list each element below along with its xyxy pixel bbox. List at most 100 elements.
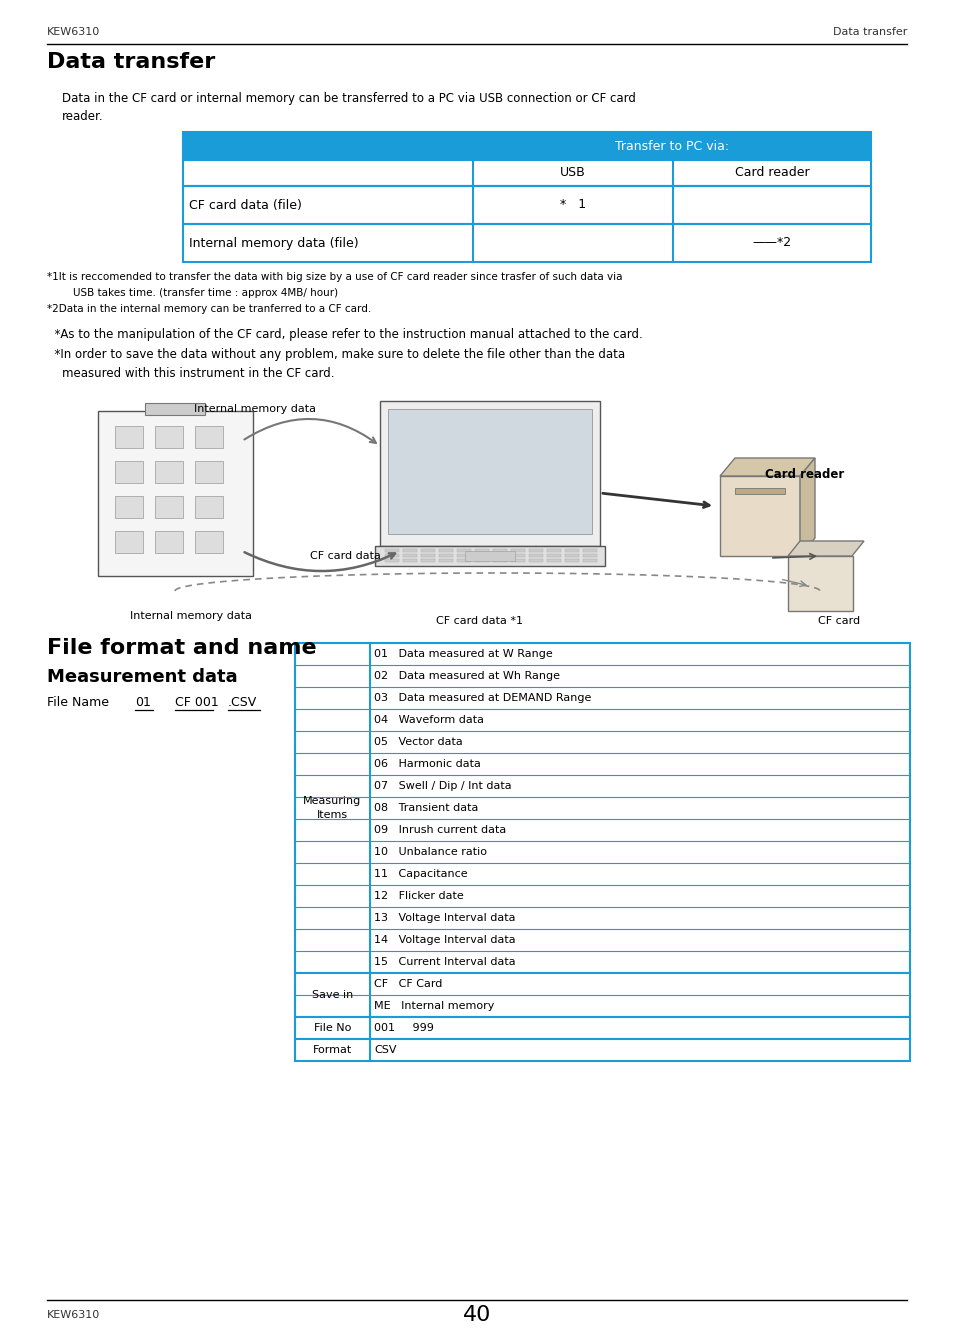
Text: Format: Format	[313, 1044, 352, 1055]
Text: File Name: File Name	[47, 696, 109, 710]
Bar	[388, 408, 592, 534]
Text: ME   Internal memory: ME Internal memory	[374, 1002, 494, 1011]
Bar	[464, 552, 515, 561]
Bar	[154, 461, 183, 483]
Bar	[720, 475, 800, 556]
Bar	[194, 532, 223, 553]
Bar	[194, 461, 223, 483]
Bar	[194, 495, 223, 518]
Text: CF card data (file): CF card data (file)	[189, 198, 301, 212]
Bar	[564, 554, 578, 557]
Bar	[456, 549, 471, 552]
Bar	[456, 558, 471, 562]
Text: Card reader: Card reader	[764, 469, 843, 481]
Bar	[183, 159, 870, 186]
Text: *   1: * 1	[559, 198, 585, 212]
Text: 01: 01	[135, 696, 151, 710]
Text: USB: USB	[559, 166, 585, 179]
Text: ——*2: ——*2	[752, 237, 791, 249]
Bar	[402, 549, 416, 552]
Bar	[582, 549, 597, 552]
Text: 12   Flicker date: 12 Flicker date	[374, 890, 463, 901]
Text: 08   Transient data: 08 Transient data	[374, 803, 477, 813]
Text: 09   Inrush current data: 09 Inrush current data	[374, 825, 506, 836]
Bar	[546, 558, 560, 562]
Bar	[375, 546, 604, 566]
Text: 02   Data measured at Wh Range: 02 Data measured at Wh Range	[374, 671, 559, 682]
Bar	[402, 554, 416, 557]
Bar	[294, 643, 909, 973]
Bar	[145, 403, 205, 415]
Bar	[438, 554, 453, 557]
Bar	[194, 426, 223, 449]
Bar	[511, 558, 524, 562]
Text: *2Data in the internal memory can be tranferred to a CF card.: *2Data in the internal memory can be tra…	[47, 304, 371, 315]
Bar	[582, 554, 597, 557]
Bar	[511, 549, 524, 552]
Text: Transfer to PC via:: Transfer to PC via:	[615, 139, 728, 153]
Bar	[438, 558, 453, 562]
Text: CF 001: CF 001	[174, 696, 218, 710]
Text: *1It is reccomended to transfer the data with big size by a use of CF card reade: *1It is reccomended to transfer the data…	[47, 272, 622, 283]
Bar	[546, 554, 560, 557]
Bar	[154, 426, 183, 449]
Text: Data transfer: Data transfer	[832, 27, 906, 37]
Text: KEW6310: KEW6310	[47, 1310, 100, 1320]
Bar	[420, 554, 435, 557]
Bar	[438, 549, 453, 552]
Bar	[734, 487, 784, 494]
Text: 04   Waveform data: 04 Waveform data	[374, 715, 483, 724]
Text: 05   Vector data: 05 Vector data	[374, 736, 462, 747]
Bar	[294, 1018, 909, 1039]
Bar	[154, 495, 183, 518]
Text: 15   Current Interval data: 15 Current Interval data	[374, 957, 515, 967]
Text: File No: File No	[314, 1023, 351, 1032]
Text: 10   Unbalance ratio: 10 Unbalance ratio	[374, 848, 486, 857]
Bar	[115, 495, 143, 518]
Bar	[420, 549, 435, 552]
Bar	[529, 558, 542, 562]
Text: Measuring
Items: Measuring Items	[303, 797, 361, 819]
Text: 40: 40	[462, 1306, 491, 1326]
Text: Internal memory data: Internal memory data	[193, 404, 315, 414]
Text: CF card: CF card	[817, 616, 859, 627]
Text: USB takes time. (transfer time : approx 4MB/ hour): USB takes time. (transfer time : approx …	[47, 288, 337, 299]
Polygon shape	[800, 458, 814, 556]
Text: 11   Capacitance: 11 Capacitance	[374, 869, 467, 878]
Bar	[183, 186, 870, 224]
Bar	[564, 549, 578, 552]
Bar	[475, 554, 489, 557]
Bar	[582, 558, 597, 562]
Bar	[493, 554, 506, 557]
Text: Internal memory data (file): Internal memory data (file)	[189, 237, 358, 249]
Text: 03   Data measured at DEMAND Range: 03 Data measured at DEMAND Range	[374, 694, 591, 703]
Bar	[154, 532, 183, 553]
Text: *In order to save the data without any problem, make sure to delete the file oth: *In order to save the data without any p…	[47, 348, 624, 380]
Bar	[546, 549, 560, 552]
Bar	[475, 558, 489, 562]
Text: 07   Swell / Dip / Int data: 07 Swell / Dip / Int data	[374, 781, 511, 791]
Text: 06   Harmonic data: 06 Harmonic data	[374, 759, 480, 769]
Bar	[98, 411, 253, 576]
Text: 001     999: 001 999	[374, 1023, 434, 1032]
Text: Data in the CF card or internal memory can be transferred to a PC via USB connec: Data in the CF card or internal memory c…	[62, 92, 636, 123]
Bar	[115, 426, 143, 449]
Bar	[475, 549, 489, 552]
Bar	[493, 558, 506, 562]
Bar	[456, 554, 471, 557]
Bar	[564, 558, 578, 562]
Bar	[294, 1039, 909, 1060]
Text: Data transfer: Data transfer	[47, 52, 215, 72]
Polygon shape	[720, 458, 814, 475]
Bar	[183, 133, 870, 159]
Bar	[294, 973, 909, 1018]
Bar	[183, 224, 870, 262]
Bar	[529, 554, 542, 557]
Bar	[385, 554, 398, 557]
Text: 13   Voltage Interval data: 13 Voltage Interval data	[374, 913, 515, 923]
Text: CF card data: CF card data	[310, 552, 380, 561]
Text: *As to the manipulation of the CF card, please refer to the instruction manual a: *As to the manipulation of the CF card, …	[47, 328, 642, 341]
Text: Card reader: Card reader	[734, 166, 808, 179]
Bar	[493, 549, 506, 552]
Text: Internal memory data: Internal memory data	[130, 611, 252, 621]
